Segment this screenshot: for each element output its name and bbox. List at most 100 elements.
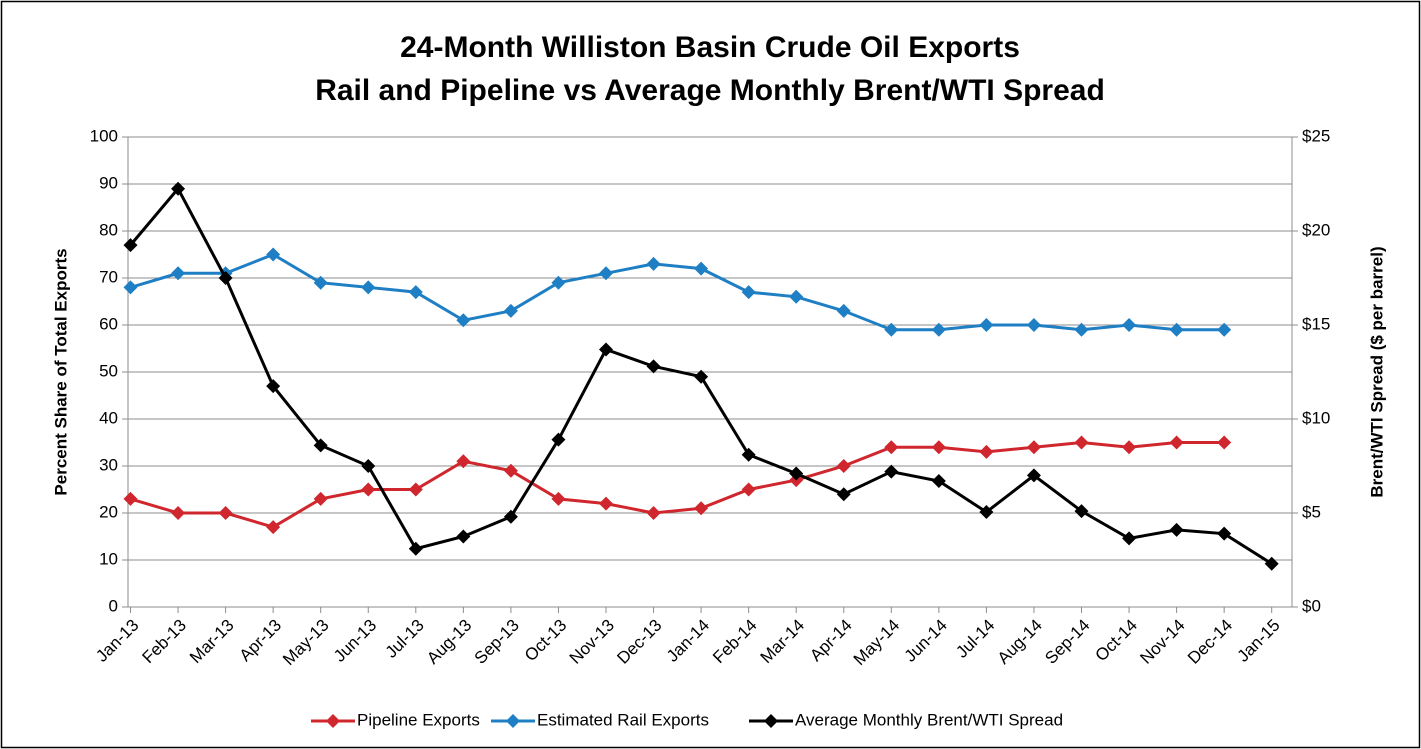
point-marker [694,369,709,384]
point-marker [503,509,518,524]
point-marker [313,275,328,290]
point-marker [741,482,756,497]
point-marker [836,487,851,502]
y2-tick-label: $25 [1302,126,1330,145]
point-marker [503,463,518,478]
y-tick-label: 40 [99,408,118,427]
y-tick-label: 30 [99,455,118,474]
y-tick-label: 90 [99,173,118,192]
point-marker [646,506,661,520]
point-marker [551,432,566,447]
point-marker [313,438,328,453]
point-marker [361,459,376,473]
point-marker [266,379,281,394]
y-tick-label: 20 [99,502,118,521]
point-marker [123,238,138,253]
point-marker [599,266,613,281]
point-marker [123,491,138,506]
point-marker [1074,435,1089,450]
y-tick-label: 100 [90,126,118,145]
legend-label: Pipeline Exports [357,710,480,729]
point-marker [1122,531,1137,546]
series-line [130,440,1225,529]
legend-label: Average Monthly Brent/WTI Spread [795,710,1063,729]
chart-title: Rail and Pipeline vs Average Monthly Bre… [315,74,1105,107]
point-marker [503,303,518,318]
y-tick-label: 80 [99,220,118,239]
point-marker [171,266,186,281]
point-marker [171,506,186,520]
y2-tick-label: $20 [1302,220,1330,239]
point-marker [741,447,756,462]
y-tick-label: 50 [99,361,118,380]
point-marker [931,322,946,337]
y-tick-label: 70 [99,267,118,286]
point-marker [266,520,281,535]
point-marker [551,491,566,506]
y-tick-label: 60 [99,314,118,333]
point-marker [1264,556,1279,571]
point-marker [218,506,233,520]
point-marker [171,181,186,196]
legend-label: Estimated Rail Exports [537,710,709,729]
point-marker [931,440,946,455]
point-marker [1026,440,1041,455]
point-marker [979,318,994,332]
y2-axis-label: Brent/WTI Spread ($ per barrel) [1367,246,1386,497]
y-axis-label: Percent Share of Total Exports [51,248,70,495]
y-tick-label: 0 [109,596,118,615]
legend-marker [506,714,520,728]
point-marker [218,271,233,285]
point-marker [408,285,423,300]
point-marker [123,280,138,295]
legend-marker [326,714,340,728]
point-marker [599,496,613,511]
point-marker [1217,322,1232,337]
point-marker [313,491,328,506]
point-marker [456,529,471,544]
point-marker [979,444,994,459]
point-marker [1122,440,1137,455]
point-marker [694,501,709,516]
point-marker [408,482,423,497]
point-marker [836,459,851,473]
point-marker [979,505,994,520]
point-marker [694,261,709,276]
point-marker [266,247,281,262]
point-marker [599,342,613,357]
point-marker [1169,435,1184,450]
point-marker [456,313,471,328]
point-marker [646,256,661,271]
point-marker [1026,468,1041,483]
chart-title: 24-Month Williston Basin Crude Oil Expor… [400,31,1020,64]
point-marker [361,482,376,497]
point-marker [408,541,423,556]
y2-tick-label: $5 [1302,502,1321,521]
series-line [130,252,1225,332]
point-marker [931,474,946,489]
point-marker [836,303,851,318]
point-marker [1074,504,1089,519]
point-marker [1217,526,1232,541]
y-tick-label: 10 [99,549,118,568]
point-marker [884,464,899,479]
y2-tick-label: $15 [1302,314,1330,333]
point-marker [884,440,899,455]
point-marker [456,454,471,469]
point-marker [1169,522,1184,537]
y2-tick-label: $10 [1302,408,1330,427]
point-marker [1026,318,1041,332]
y2-tick-label: $0 [1302,596,1321,615]
point-marker [646,359,661,374]
point-marker [789,289,804,304]
point-marker [789,466,804,481]
point-marker [741,285,756,300]
point-marker [1169,322,1184,337]
point-marker [1074,322,1089,337]
legend-marker [764,714,778,728]
point-marker [884,322,899,337]
point-marker [551,275,566,290]
point-marker [1217,435,1232,450]
